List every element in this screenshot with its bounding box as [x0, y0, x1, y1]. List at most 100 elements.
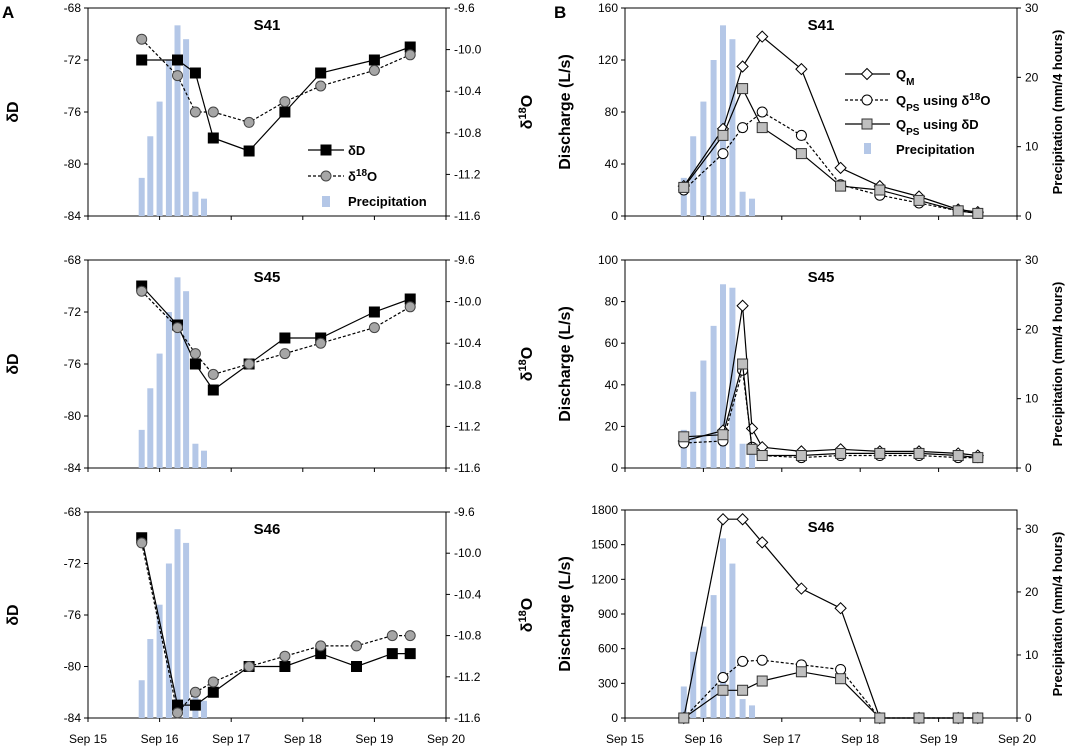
data-point — [717, 429, 729, 441]
data-point — [279, 650, 291, 662]
series-line — [683, 87, 978, 214]
legend-label-qps18o: QPS using δ18O — [896, 92, 991, 114]
precipitation-bars — [138, 25, 207, 217]
y-tick-label: -68 — [64, 505, 82, 519]
y-tick-label: -76 — [64, 105, 82, 119]
x-tick-label: Sep 19 — [920, 732, 958, 746]
precipitation-bars — [138, 277, 207, 468]
data-point — [207, 368, 219, 380]
data-point — [755, 30, 769, 43]
data-point — [756, 122, 768, 134]
y-tick-label: 80 — [605, 105, 619, 119]
precip-bar — [156, 101, 163, 216]
series-square-gray — [678, 358, 984, 464]
panel-letter-b: B — [554, 3, 566, 22]
chart-title: S46 — [808, 519, 835, 536]
y-tick-label: -76 — [64, 357, 82, 371]
chart-title: S45 — [254, 269, 281, 286]
data-point — [736, 60, 749, 73]
data-point — [243, 116, 255, 128]
data-point — [952, 205, 964, 217]
chart-title: S45 — [808, 269, 835, 286]
data-point — [315, 80, 327, 92]
y-tick-label: -76 — [64, 608, 82, 622]
precip-bar — [138, 429, 145, 468]
data-point — [952, 450, 964, 462]
data-point — [972, 712, 984, 724]
y2-tick-label: -10.8 — [454, 126, 482, 140]
x-tick-label: Sep 16 — [141, 732, 179, 746]
data-point — [874, 184, 886, 196]
data-point — [972, 452, 984, 464]
precip-bar — [174, 25, 181, 217]
precip-bar — [680, 686, 687, 718]
data-point — [717, 148, 729, 160]
precip-bar — [690, 391, 697, 468]
precip-bar — [192, 443, 199, 468]
y2-tick-label: -10.0 — [454, 295, 482, 309]
data-point — [756, 106, 768, 118]
chart-a-s45: -68 -72 -76 -80 -84 -9.6 -10.0 -10.4 -10.8 -11.2 -… — [5, 253, 536, 475]
precip-bar — [739, 699, 746, 718]
data-point — [315, 67, 327, 79]
series-line — [683, 35, 978, 213]
data-point — [136, 54, 148, 66]
y-axis-label: δD — [5, 101, 22, 122]
precip-bar — [165, 563, 172, 718]
data-point — [189, 686, 201, 698]
data-point — [279, 661, 291, 672]
y-tick-label: -68 — [64, 253, 82, 267]
data-point — [189, 699, 201, 711]
y2-tick-label: -9.6 — [454, 1, 475, 15]
data-point — [386, 648, 398, 660]
y-tick-label: 300 — [598, 676, 618, 690]
precip-bar — [200, 450, 207, 468]
y-tick-label: 1800 — [591, 503, 618, 517]
series-square-black — [136, 41, 416, 157]
y-tick-label: 900 — [598, 607, 618, 621]
y2-axis-label: δ18O — [517, 598, 536, 632]
data-point — [737, 358, 749, 370]
data-point — [835, 447, 847, 459]
precip-bar — [174, 277, 181, 468]
precip-bar — [710, 595, 717, 718]
y2-axis-label: δ18O — [517, 95, 536, 129]
data-point — [189, 106, 201, 118]
y2-axis-label: Precipitation (mm/4 hours) — [1050, 282, 1065, 447]
precip-bar — [690, 136, 697, 216]
series-line — [141, 537, 411, 706]
y2-tick-label: -10.4 — [454, 84, 482, 98]
data-point — [874, 712, 886, 724]
data-point — [404, 49, 416, 61]
y-tick-label: 40 — [605, 378, 619, 392]
legend-marker-qpsd — [861, 118, 873, 130]
data-point — [678, 181, 690, 193]
precipitation-bars — [680, 25, 756, 217]
precip-bar — [680, 429, 687, 468]
legend-label-precip: Precipitation — [348, 194, 427, 209]
y2-tick-label: 20 — [1025, 70, 1039, 84]
chart-a-s46: Sep 15 Sep 16 Sep 17 Sep 18 Sep 19 Sep 20 -68 -… — [5, 505, 536, 746]
data-point — [404, 301, 416, 313]
data-point — [279, 348, 291, 360]
legend-swatch-precip — [322, 196, 330, 207]
precip-bar — [700, 626, 707, 718]
series-circle-gray — [136, 537, 416, 719]
data-point — [795, 450, 807, 462]
legend-label-d18o: δ18O — [348, 168, 377, 185]
data-point — [351, 661, 362, 672]
precip-bar — [749, 198, 756, 216]
precip-bar — [729, 39, 736, 217]
data-point — [736, 513, 749, 526]
precip-bar — [690, 651, 697, 718]
y2-tick-label: -11.6 — [454, 461, 481, 475]
precip-bar — [147, 639, 154, 718]
x-tick-label: Sep 18 — [284, 732, 322, 746]
precip-bar — [183, 39, 190, 217]
chart-b-s46: Sep 15 Sep 16 Sep 17 Sep 18 Sep 19 Sep 200300… — [557, 503, 1065, 746]
y-tick-label: 40 — [605, 157, 619, 171]
precip-bar — [749, 450, 756, 468]
y2-tick-label: 20 — [1025, 585, 1039, 599]
data-point — [972, 207, 984, 219]
data-point — [279, 96, 291, 108]
